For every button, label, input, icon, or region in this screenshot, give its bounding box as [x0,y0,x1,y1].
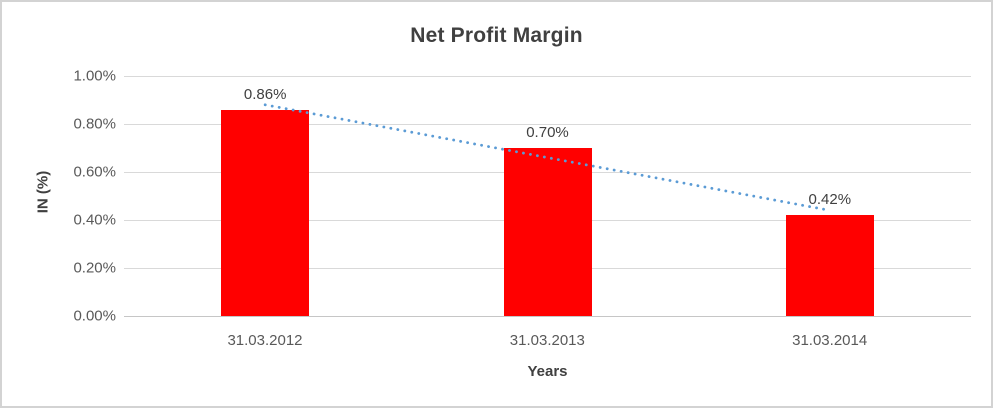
bar [503,148,592,316]
chart-title: Net Profit Margin [410,24,583,47]
trendline [263,103,832,212]
y-axis-title: IN (%) [34,170,52,214]
y-tick-label: 0.40% [73,211,116,229]
bar-value-label: 0.70% [526,124,569,141]
plot-area: 0.86% 0.70% 0.42% [124,76,971,317]
y-tick-label: 0.00% [73,307,116,325]
bar-value-label: 0.86% [243,85,287,103]
gridline [124,76,971,77]
x-axis-line [124,316,971,317]
y-tick-label: 0.80% [73,115,116,133]
x-tick-label: 31.03.2014 [792,332,868,349]
bar [221,109,310,316]
bar-value-label: 0.42% [808,191,852,209]
y-tick-label: 0.60% [73,163,116,181]
bar [785,215,874,316]
x-axis-title: Years [527,363,568,380]
gridline [124,124,971,125]
y-tick-label: 1.00% [73,67,116,85]
x-tick-label: 31.03.2013 [509,332,585,349]
y-axis-ticks: 0.00% 0.20% 0.40% 0.60% 0.80% 1.00% [2,2,116,406]
x-tick-label: 31.03.2012 [227,332,303,349]
y-tick-label: 0.20% [73,259,116,277]
